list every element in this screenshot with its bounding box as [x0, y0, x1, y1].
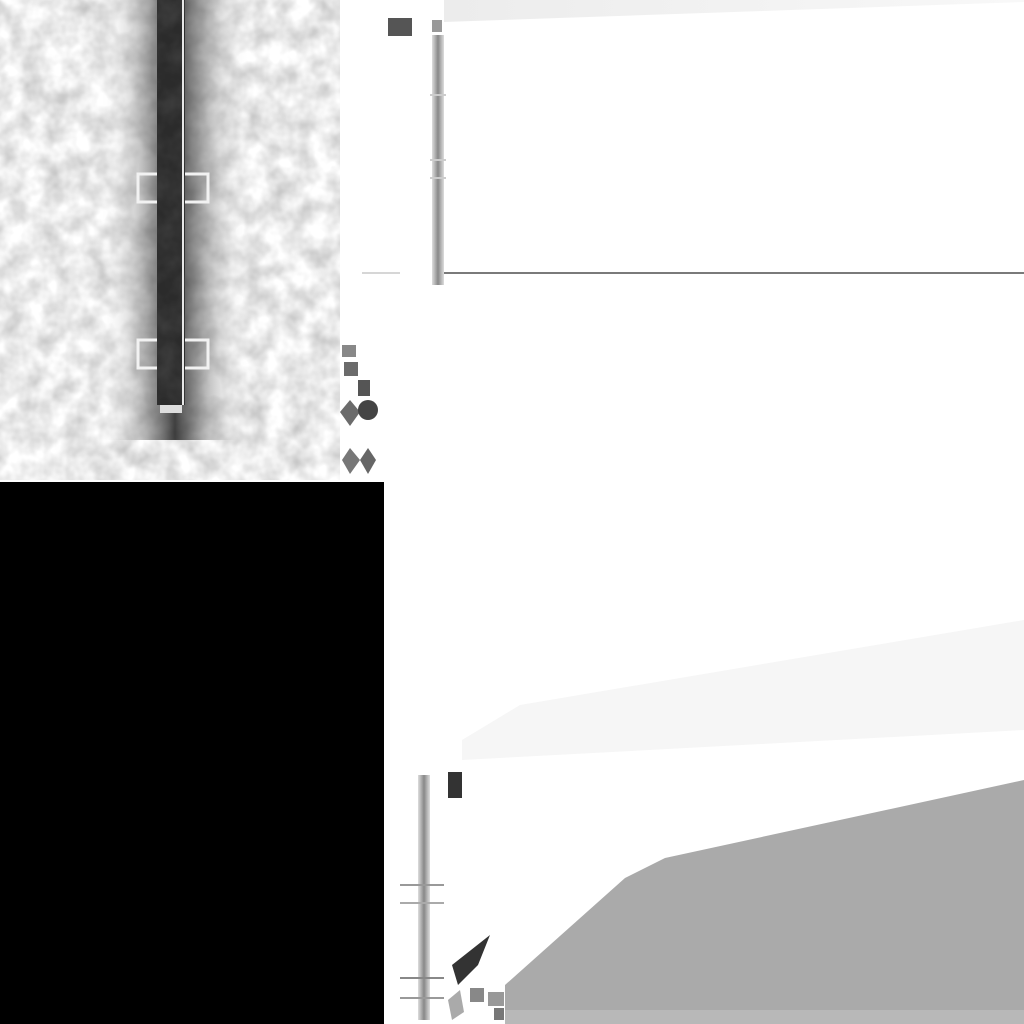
rail-brackets [136, 172, 210, 370]
center-rail [157, 0, 185, 413]
middle-fade [462, 620, 1024, 760]
black-block [0, 482, 384, 1024]
bottom-gray-wedge [505, 780, 1024, 1010]
upper-thin-strip [388, 18, 446, 285]
bottom-fragments [448, 935, 504, 1020]
top-wedge [444, 0, 1024, 22]
lower-thin-strip [400, 772, 462, 1020]
bottom-gray-base [505, 1010, 1024, 1024]
chip-cluster [340, 345, 378, 474]
